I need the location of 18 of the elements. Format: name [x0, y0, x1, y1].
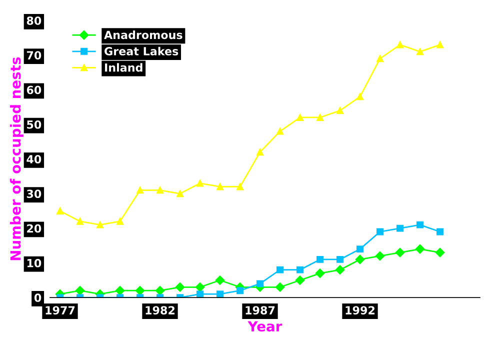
- y-tick-label: 10: [27, 258, 42, 268]
- y-axis-title: Number of occupied nests: [10, 57, 24, 260]
- x-tick-label: 1977: [46, 306, 75, 314]
- x-tick-label: 1982: [146, 306, 174, 314]
- y-tick-label: 20: [27, 224, 42, 233]
- y-tick-label: 0: [34, 294, 42, 302]
- x-tick-label: 1992: [346, 306, 374, 314]
- x-axis-title: Year: [248, 321, 282, 332]
- legend-label: Anadromous: [104, 30, 182, 40]
- y-tick-label: 60: [26, 86, 42, 94]
- y-tick-label: 70: [26, 51, 42, 60]
- y-tick-label: 30: [26, 190, 42, 198]
- x-tick-label: 1987: [246, 306, 275, 314]
- y-tick-label: 50: [27, 120, 42, 129]
- legend-label: Inland: [105, 63, 142, 72]
- legend-label: Great Lakes: [104, 46, 178, 56]
- y-tick-label: 80: [26, 16, 42, 25]
- y-tick-label: 40: [26, 155, 42, 164]
